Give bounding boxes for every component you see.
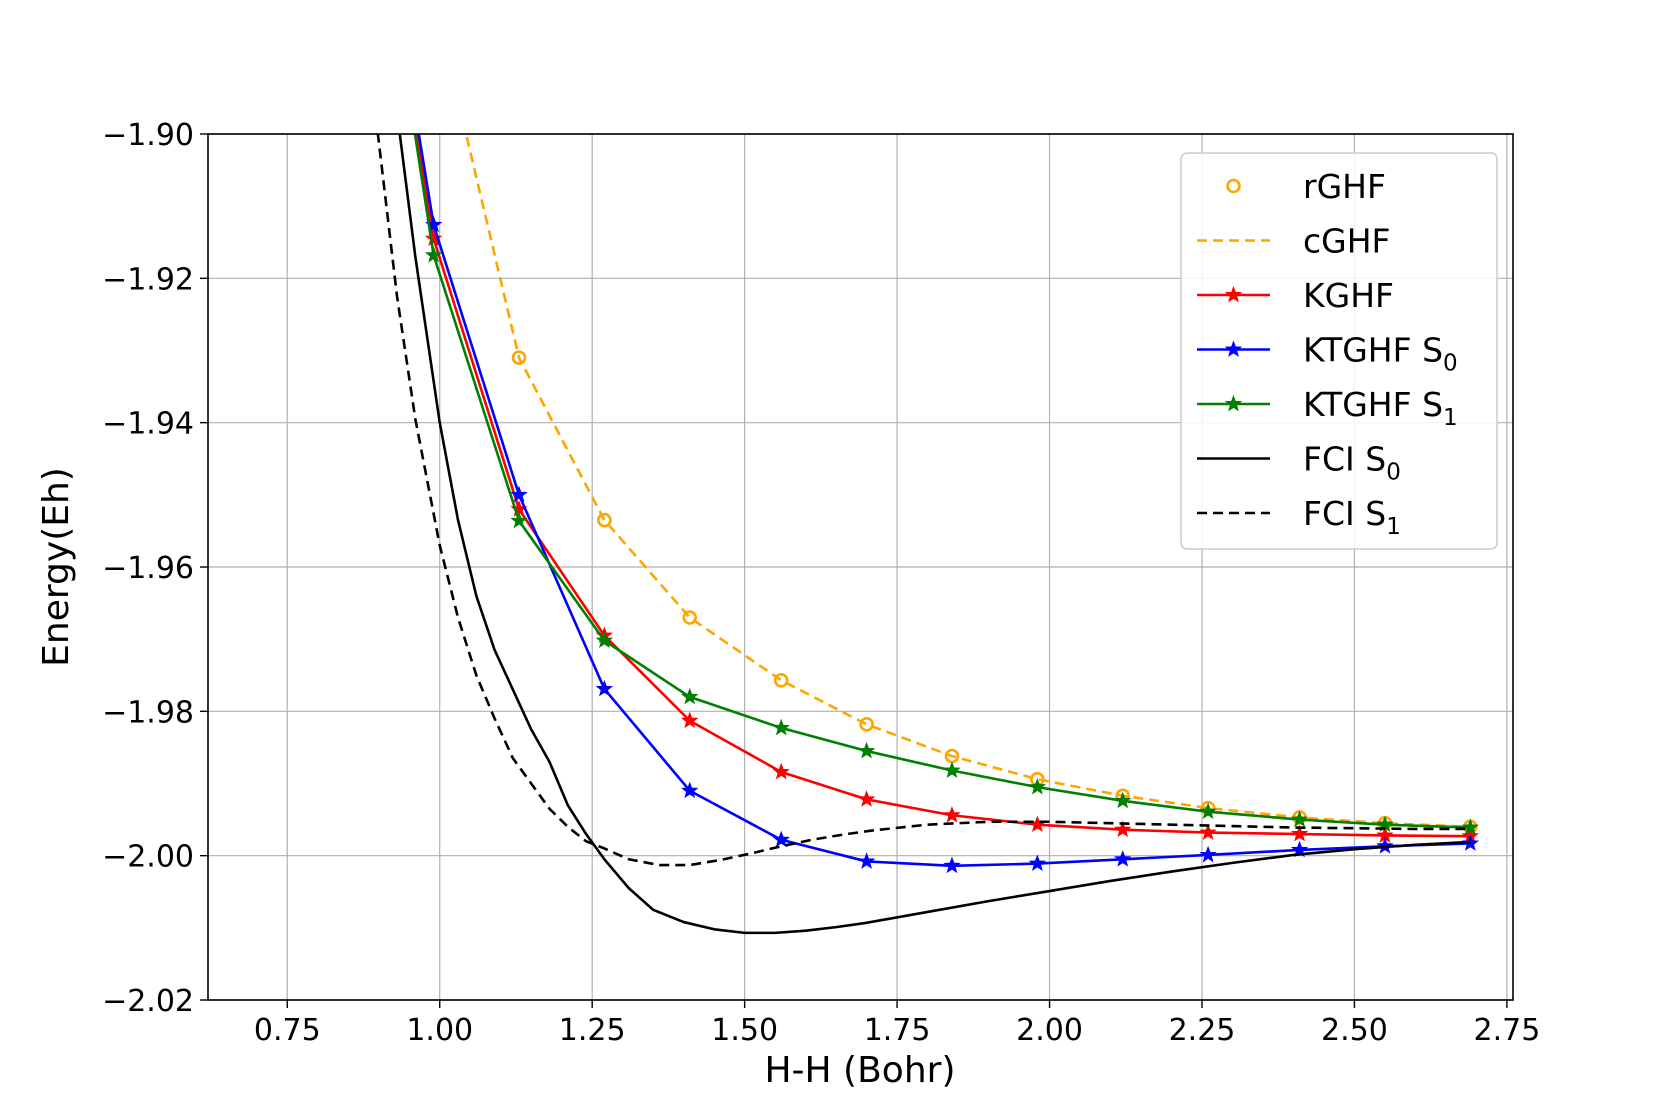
- rghf-point: [597, 512, 612, 528]
- ktghf-s1-point: [1290, 810, 1309, 827]
- x-tick-label: 1.00: [406, 1013, 473, 1048]
- kghf-point: [1114, 820, 1132, 838]
- kghf-point: [1199, 823, 1217, 840]
- y-tick-label: −2.00: [102, 840, 194, 875]
- y-tick-label: −1.92: [102, 262, 194, 297]
- ktghf-s0-point: [1376, 837, 1394, 854]
- x-tick-label: 2.00: [1016, 1013, 1083, 1048]
- legend-cghf-label: cGHF: [1303, 222, 1391, 261]
- ktghf-s0-point: [1114, 850, 1132, 867]
- x-tick-label: 2.50: [1321, 1013, 1388, 1048]
- legend-ktghf-s1-marker: [1224, 394, 1243, 412]
- x-tick-label: 1.50: [711, 1013, 778, 1048]
- ktghf-s1-point: [424, 246, 443, 263]
- kghf-point: [1028, 815, 1047, 833]
- kghf-point: [772, 762, 790, 780]
- ktghf-s1-point: [1461, 818, 1480, 835]
- legend-fci-s0-label: FCI S0: [1303, 440, 1401, 486]
- kghf-point: [857, 790, 876, 807]
- ktghf-s1-point: [943, 761, 961, 778]
- legend-ktghf-s1-label: KTGHF S1: [1303, 385, 1458, 431]
- kghf-point: [681, 711, 699, 729]
- kghf-point: [1290, 824, 1309, 842]
- legend-rghf-marker: [1226, 178, 1241, 194]
- legend-kghf-marker: [1224, 285, 1243, 303]
- ktghf-s1-line: [413, 134, 1471, 829]
- y-tick-label: −1.94: [102, 407, 194, 442]
- y-tick-label: −1.96: [102, 551, 194, 586]
- x-tick-label: 0.75: [254, 1013, 321, 1048]
- kghf-point: [424, 229, 443, 247]
- ktghf-s0-point: [857, 852, 876, 869]
- ktghf-s1-point: [1114, 791, 1132, 809]
- ktghf-s1-point: [681, 687, 699, 705]
- y-tick-label: −1.90: [102, 118, 194, 153]
- axis-ticks: 0.75 1.00 1.25 1.50 1.75 2.00 2.25 2.50 2.75 −2.0…: [102, 118, 1540, 1048]
- ktghf-s0-point: [595, 679, 614, 697]
- ktghf-s0-point: [510, 485, 528, 503]
- x-tick-label: 2.25: [1169, 1013, 1236, 1048]
- kghf-point: [943, 806, 961, 823]
- legend-fci-s1-label: FCI S1: [1303, 494, 1401, 540]
- ktghf-s0-line: [417, 134, 1471, 868]
- x-tick-label: 2.75: [1474, 1013, 1541, 1048]
- ktghf-s0-point: [1028, 854, 1047, 872]
- ktghf-s0-point: [943, 856, 961, 874]
- x-axis-label: H-H (Bohr): [764, 1050, 955, 1091]
- legend-ktghf-s0-label: KTGHF S0: [1303, 331, 1458, 377]
- rghf-point: [859, 717, 874, 732]
- y-tick-label: −2.02: [102, 984, 194, 1019]
- rghf-point: [511, 350, 527, 366]
- ktghf-s0-point: [772, 830, 790, 848]
- fci-s1-line: [376, 134, 1471, 867]
- legend: rGHF cGHF KGHF KTGHF S0 KTGHF S1 FCI S0 FCI S1: [1180, 152, 1498, 550]
- legend-kghf-label: KGHF: [1303, 276, 1394, 315]
- y-tick-label: −1.98: [102, 695, 194, 730]
- x-tick-label: 1.75: [864, 1013, 931, 1048]
- ktghf-s1-point: [510, 511, 528, 529]
- ktghf-s1-point: [772, 718, 790, 736]
- ktghf-s0-point: [1199, 845, 1217, 863]
- ktghf-s1-point: [1199, 802, 1217, 820]
- rghf-point: [428, 0, 440, 3]
- legend-ktghf-s0-marker: [1224, 340, 1243, 357]
- ktghf-s1-point: [857, 741, 876, 759]
- x-tick-label: 1.25: [559, 1013, 626, 1048]
- rghf-point: [773, 673, 789, 688]
- rghf-point: [682, 610, 698, 625]
- series-layer: [376, 0, 1480, 935]
- legend-box: [1180, 152, 1498, 550]
- ktghf-s0-point: [681, 781, 699, 799]
- ktghf-s1-point: [595, 631, 614, 649]
- y-axis-label: Energy(Eh): [36, 467, 77, 667]
- ktghf-s1-point: [1028, 777, 1047, 795]
- fci-s0-line: [398, 134, 1471, 935]
- legend-rghf-label: rGHF: [1303, 167, 1386, 206]
